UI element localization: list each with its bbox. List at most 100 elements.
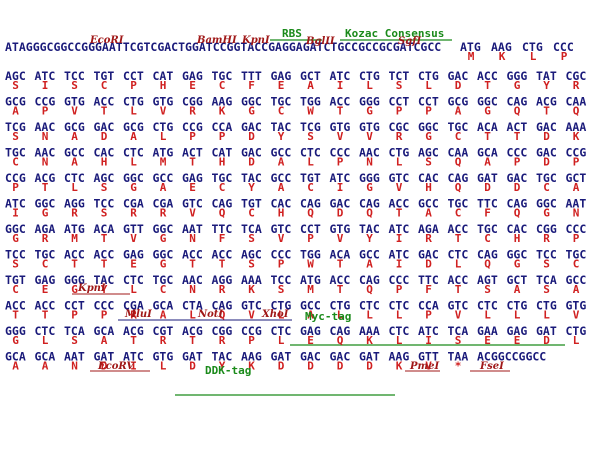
amino-acid: Q xyxy=(484,258,491,271)
feature-label: MluI xyxy=(124,309,152,320)
codon: GAT xyxy=(477,171,498,185)
codon: AAG xyxy=(491,40,512,54)
amino-acid: Q xyxy=(455,156,462,169)
feature-label: SgfI xyxy=(398,36,422,47)
amino-acid: Q xyxy=(337,334,344,347)
codon: CTC xyxy=(123,273,144,287)
feature-label: XhoI xyxy=(261,309,289,320)
amino-acid: P xyxy=(101,309,108,322)
codon: ACG xyxy=(35,171,56,185)
codon: TGT xyxy=(300,171,321,185)
amino-acid: S xyxy=(396,79,403,92)
amino-acid: C xyxy=(455,130,462,143)
amino-acid: A xyxy=(514,283,521,296)
codon: GAG xyxy=(271,69,292,83)
codon: CTC xyxy=(477,299,498,313)
codon: GAC xyxy=(241,120,262,134)
codon: AAC xyxy=(35,120,56,134)
codon: GTG xyxy=(153,350,174,364)
amino-acid: D xyxy=(366,360,373,373)
codon: ACA xyxy=(330,248,351,262)
amino-acid: L xyxy=(189,309,196,322)
amino-acid: V xyxy=(248,309,255,322)
codon: GAT xyxy=(271,350,292,364)
amino-acid: T xyxy=(455,283,462,296)
codon: CCC xyxy=(330,146,351,160)
codon: TTC xyxy=(212,222,233,236)
amino-acid: T xyxy=(101,258,108,271)
codon: CTA xyxy=(182,299,203,313)
codon: GAC xyxy=(536,120,557,134)
codon: CAG xyxy=(330,324,351,338)
codon: GTG xyxy=(359,120,380,134)
codon: ACC xyxy=(330,273,351,287)
codon: CCG xyxy=(5,171,26,185)
codon: CTC xyxy=(64,171,85,185)
amino-acid: P xyxy=(425,105,432,118)
codon: GTG xyxy=(566,299,587,313)
amino-acid: S xyxy=(12,130,19,143)
amino-acid: C xyxy=(160,283,167,296)
codon: CCT xyxy=(418,95,439,109)
codon: GAT xyxy=(94,350,115,364)
amino-acid: E xyxy=(484,334,491,347)
amino-acid: A xyxy=(425,207,432,220)
amino-acid: D xyxy=(455,79,462,92)
codon: TAT xyxy=(536,69,557,83)
codon: GAT xyxy=(359,350,380,364)
codon: CAA xyxy=(448,146,469,160)
amino-acid: T xyxy=(189,156,196,169)
codon: GAC xyxy=(330,197,351,211)
amino-acid: R xyxy=(573,79,580,92)
amino-acid: R xyxy=(42,232,49,245)
codon: CCG xyxy=(566,146,587,160)
amino-acid: K xyxy=(366,334,373,347)
amino-acid: C xyxy=(278,105,285,118)
amino-acid: A xyxy=(71,130,78,143)
amino-acid: I xyxy=(337,181,344,194)
codon: CGA xyxy=(153,197,174,211)
codon: CTG xyxy=(123,95,144,109)
amino-acid: G xyxy=(71,283,78,296)
amino-acid: I xyxy=(396,258,403,271)
amino-acid: T xyxy=(101,232,108,245)
codon: TCT xyxy=(389,69,410,83)
amino-acid: S xyxy=(12,258,19,271)
amino-acid: P xyxy=(396,283,403,296)
amino-acid: T xyxy=(455,232,462,245)
codon: CAG xyxy=(507,95,528,109)
amino-acid: A xyxy=(278,156,285,169)
codon: GAC xyxy=(300,350,321,364)
amino-acid: E xyxy=(189,79,196,92)
codon: CCT xyxy=(64,299,85,313)
amino-acid: S xyxy=(307,130,314,143)
codon: GTC xyxy=(182,197,203,211)
codon: CCG xyxy=(35,95,56,109)
amino-acid: G xyxy=(42,207,49,220)
amino-acid: A xyxy=(130,130,137,143)
amino-acid: V xyxy=(396,181,403,194)
codon: ACG xyxy=(182,324,203,338)
feature-label: Kozac Consensus xyxy=(345,27,444,40)
amino-acid: P xyxy=(219,130,226,143)
amino-acid: M xyxy=(160,156,167,169)
amino-acid: L xyxy=(307,156,314,169)
feature-label: BglII xyxy=(305,36,335,47)
amino-acid: S xyxy=(543,283,550,296)
amino-acid: D xyxy=(543,156,550,169)
codon: TGC xyxy=(35,248,56,262)
amino-acid: H xyxy=(101,156,108,169)
amino-acid: M xyxy=(307,283,314,296)
codon: GAC xyxy=(94,120,115,134)
codon: TCC xyxy=(536,248,557,262)
codon: GTG xyxy=(330,120,351,134)
codon: ACC xyxy=(182,248,203,262)
amino-acid: L xyxy=(160,360,167,373)
codon: CAG xyxy=(359,197,380,211)
amino-acid: D xyxy=(248,156,255,169)
codon: CAT xyxy=(212,146,233,160)
amino-acid: E xyxy=(189,181,196,194)
amino-acid: V xyxy=(366,130,373,143)
amino-acid: P xyxy=(248,334,255,347)
amino-acid: Y xyxy=(219,360,226,373)
